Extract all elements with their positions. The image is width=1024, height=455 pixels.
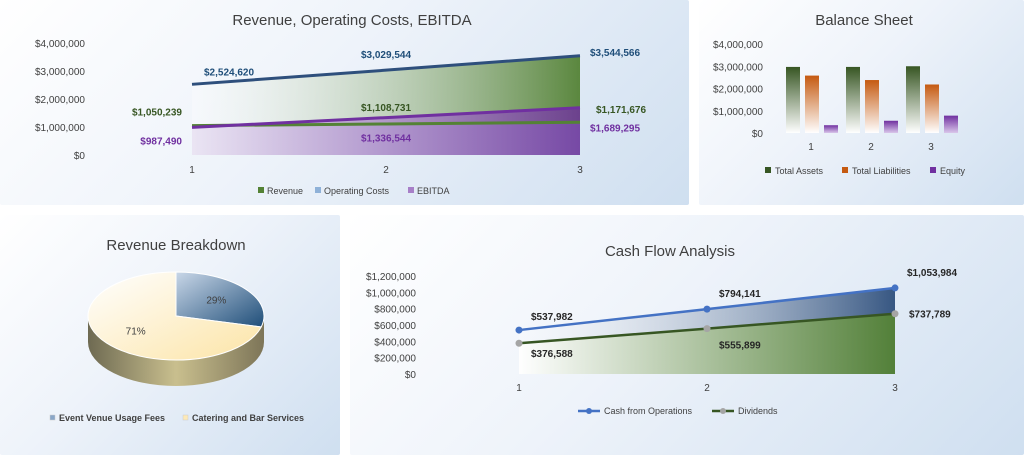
data-point: [891, 284, 899, 292]
data-label: $537,982: [531, 312, 573, 323]
legend-swatch: [842, 167, 848, 173]
y-tick-label: $1,000,000: [366, 288, 416, 299]
legend-swatch: [408, 187, 414, 193]
revenue-costs-ebitda-chart: Revenue, Operating Costs, EBITDA $0 $1,00…: [35, 12, 647, 196]
data-label: $737,789: [909, 310, 951, 321]
bar-equity: [884, 120, 898, 133]
x-tick-label: 3: [577, 165, 583, 176]
y-tick-label: $4,000,000: [713, 40, 763, 51]
legend-label: Total Assets: [775, 166, 824, 176]
y-tick-label: $2,000,000: [35, 95, 85, 106]
bar-total-assets: [786, 66, 800, 133]
y-tick-label: $600,000: [374, 321, 416, 332]
bar-total-liabilities: [805, 75, 819, 133]
chart-title: Cash Flow Analysis: [605, 243, 735, 260]
legend-label: Catering and Bar Services: [192, 413, 304, 423]
legend-swatch: [765, 167, 771, 173]
x-tick-label: 2: [704, 383, 710, 394]
bar-equity: [824, 125, 838, 133]
data-label: $555,899: [719, 341, 761, 352]
legend-swatch: [182, 414, 189, 421]
x-tick-label: 3: [892, 383, 898, 394]
x-tick-label: 3: [928, 142, 934, 153]
data-label: $1,689,295: [590, 124, 640, 135]
legend-label: Total Liabilities: [852, 166, 911, 176]
y-tick-label: $0: [74, 151, 86, 162]
y-tick-label: $800,000: [374, 305, 416, 316]
data-label: $1,336,544: [361, 134, 411, 145]
y-tick-label: $1,000,000: [713, 107, 763, 118]
data-label: $987,490: [140, 136, 182, 147]
data-label: $1,108,731: [361, 103, 411, 114]
legend-marker: [720, 408, 726, 414]
data-label: $1,171,676: [596, 105, 646, 116]
pie-slice: [87, 271, 263, 361]
pie-data-label: 29%: [206, 295, 226, 306]
legend-swatch: [930, 167, 936, 173]
y-tick-label: $0: [405, 370, 417, 381]
y-tick-label: $2,000,000: [713, 85, 763, 96]
series-line-ebitda: [191, 106, 581, 129]
balance-sheet-chart: Balance Sheet $0 $1,000,000 $2,000,000 $3,0…: [713, 12, 966, 176]
y-tick-label: $4,000,000: [35, 39, 85, 50]
bar-total-assets: [906, 66, 920, 133]
y-tick-label: $1,200,000: [366, 272, 416, 283]
y-tick-label: $1,000,000: [35, 123, 85, 134]
data-point: [703, 325, 711, 333]
data-point: [515, 339, 523, 347]
legend-label: EBITDA: [417, 186, 450, 196]
pie-slice: [175, 271, 265, 328]
x-tick-label: 1: [189, 165, 195, 176]
pie-data-label: 71%: [126, 327, 146, 338]
legend-label: Event Venue Usage Fees: [59, 413, 165, 423]
bar-total-assets: [846, 66, 860, 133]
chart-title: Revenue Breakdown: [106, 237, 245, 254]
area-ebitda: [192, 107, 580, 155]
series-line-revenue: [191, 54, 581, 86]
balance-sheet-panel: Balance Sheet $0 $1,000,000 $2,000,000 $3,0…: [699, 0, 1024, 205]
chart-title: Revenue, Operating Costs, EBITDA: [232, 12, 471, 29]
y-tick-label: $3,000,000: [713, 62, 763, 73]
data-label: $1,050,239: [132, 108, 182, 119]
data-point: [891, 310, 899, 318]
x-tick-label: 2: [383, 165, 389, 176]
data-label: $376,588: [531, 349, 573, 360]
revenue-costs-ebitda-panel: Revenue, Operating Costs, EBITDA $0 $1,00…: [0, 0, 689, 205]
x-tick-label: 1: [516, 383, 522, 394]
legend-label: Operating Costs: [324, 186, 390, 196]
legend-swatch: [258, 187, 264, 193]
legend-marker: [586, 408, 592, 414]
revenue-breakdown-chart: Revenue Breakdown 29% 71% Event Venue Usa…: [49, 237, 304, 423]
revenue-breakdown-panel: Revenue Breakdown 29% 71% Event Venue Usa…: [0, 215, 340, 455]
legend-label: Equity: [940, 166, 966, 176]
area-dividends: [519, 313, 895, 374]
legend-label: Revenue: [267, 186, 303, 196]
chart-title: Balance Sheet: [815, 12, 913, 29]
legend-label: Cash from Operations: [604, 406, 693, 416]
bar-total-liabilities: [925, 84, 939, 133]
data-point: [515, 326, 523, 334]
cash-flow-chart: Cash Flow Analysis $0 $200,000 $400,000 $60…: [366, 243, 958, 416]
data-point: [703, 305, 711, 313]
x-tick-label: 2: [868, 142, 874, 153]
y-tick-label: $3,000,000: [35, 67, 85, 78]
legend-swatch: [315, 187, 321, 193]
pie-side: [88, 316, 264, 386]
y-tick-label: $400,000: [374, 337, 416, 348]
bar-equity: [944, 115, 958, 133]
data-label: $794,141: [719, 289, 761, 300]
x-tick-label: 1: [808, 142, 814, 153]
y-tick-label: $0: [752, 129, 764, 140]
data-label: $3,029,544: [361, 50, 411, 61]
legend-label: Dividends: [738, 406, 778, 416]
legend-swatch: [49, 414, 56, 421]
data-label: $3,544,566: [590, 48, 640, 59]
y-tick-label: $200,000: [374, 354, 416, 365]
data-label: $1,053,984: [907, 268, 957, 279]
bar-total-liabilities: [865, 80, 879, 133]
cash-flow-panel: Cash Flow Analysis $0 $200,000 $400,000 $60…: [350, 215, 1024, 455]
data-label: $2,524,620: [204, 67, 254, 78]
